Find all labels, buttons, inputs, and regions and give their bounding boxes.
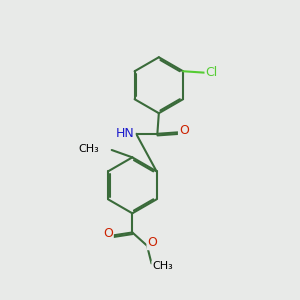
Text: O: O	[103, 226, 113, 239]
Text: O: O	[179, 124, 189, 137]
Text: CH₃: CH₃	[152, 261, 173, 271]
Text: CH₃: CH₃	[79, 143, 99, 154]
Text: Cl: Cl	[206, 66, 218, 79]
Text: HN: HN	[116, 127, 135, 140]
Text: O: O	[147, 236, 157, 249]
